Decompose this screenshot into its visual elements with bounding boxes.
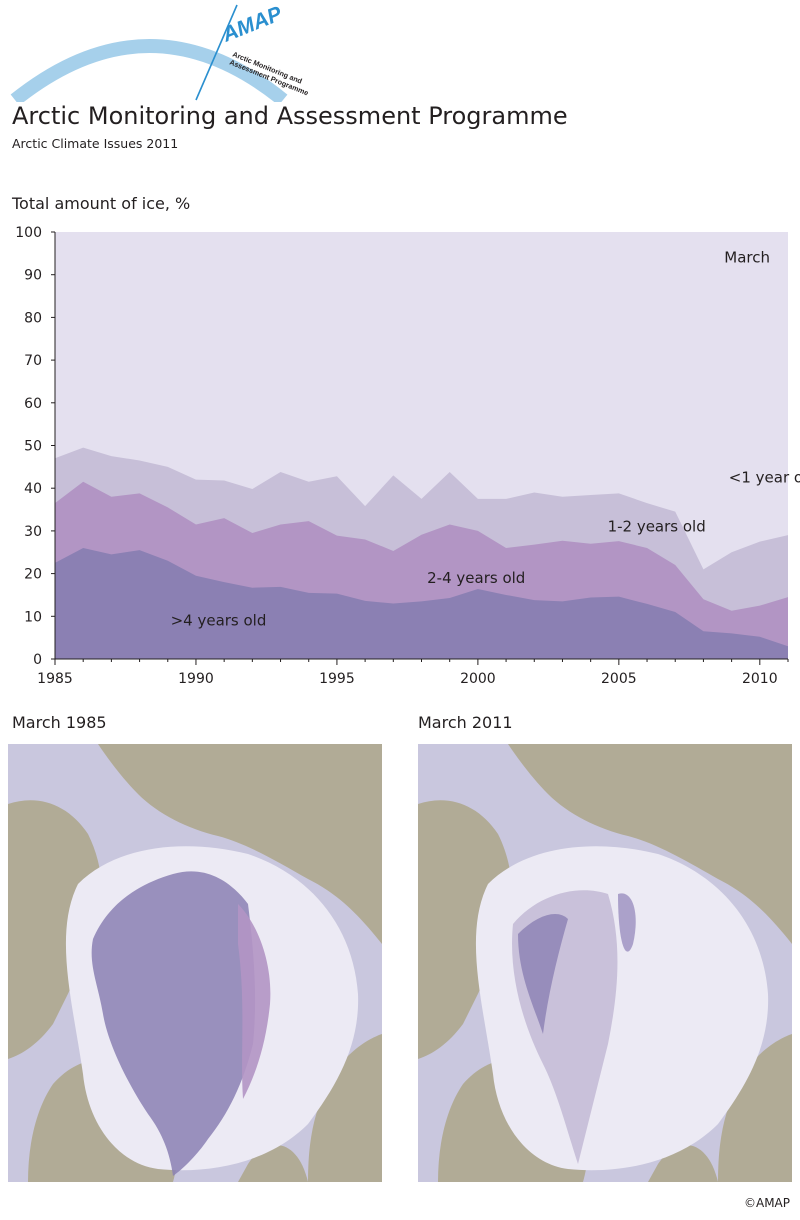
- y-tick-label: 10: [24, 609, 42, 625]
- ice-age-area-chart: 0 10 20 30 40 50 60 70 80 90 100 1985 1990 1995 2000 20…: [15, 225, 800, 687]
- y-tick-label: 50: [24, 439, 42, 455]
- x-tick-label: 1995: [319, 671, 355, 687]
- y-tick-label: 90: [24, 268, 42, 284]
- land-scandinavia: [308, 1034, 382, 1182]
- land-scandinavia: [718, 1034, 792, 1182]
- series-label: >4 years old: [171, 612, 267, 630]
- y-tick-label: 80: [24, 310, 42, 326]
- x-tick-label: 2010: [742, 671, 778, 687]
- map-march-2011: [418, 744, 792, 1182]
- y-tick-label: 60: [24, 396, 42, 412]
- x-tick-label: 2005: [601, 671, 637, 687]
- map-march-1985: [8, 744, 382, 1182]
- series-label: 2-4 years old: [427, 569, 525, 587]
- chart-title: Total amount of ice, %: [12, 194, 191, 213]
- x-tick-label: 1985: [37, 671, 73, 687]
- y-tick-label: 100: [15, 225, 42, 241]
- amap-logo: AMAP Arctic Monitoring and Assessment Pr…: [10, 2, 310, 102]
- org-subtitle: Arctic Climate Issues 2011: [12, 136, 179, 151]
- land-eurasia: [508, 744, 792, 944]
- multiyear-ice-1985: [91, 871, 256, 1176]
- multiyear-ice-2011: [518, 914, 568, 1034]
- chart-annotation-march: March: [724, 249, 770, 267]
- y-tick-label: 70: [24, 353, 42, 369]
- land-north-america: [8, 800, 103, 1059]
- x-tick-label: 1990: [178, 671, 214, 687]
- land-scandinavia-2: [648, 1144, 718, 1182]
- y-tick-label: 20: [24, 567, 42, 583]
- logo-text: AMAP: [218, 2, 286, 47]
- series-label: <1 year old: [729, 469, 800, 487]
- second-year-ice-1985: [238, 904, 271, 1099]
- y-tick-label: 40: [24, 481, 42, 497]
- series-label: 1-2 years old: [608, 518, 706, 536]
- logo-arc: [10, 39, 288, 102]
- logo-slash: [195, 4, 238, 101]
- land-scandinavia-2: [238, 1144, 308, 1182]
- area-4-years-old: [55, 547, 788, 659]
- y-tick-label: 30: [24, 524, 42, 540]
- map-title-2011: March 2011: [418, 713, 513, 732]
- multiyear-ice-streak-2011: [618, 893, 636, 952]
- land-eurasia: [98, 744, 382, 944]
- y-tick-label: 0: [33, 652, 42, 668]
- org-title: Arctic Monitoring and Assessment Program…: [12, 102, 568, 130]
- copyright: ©AMAP: [743, 1196, 790, 1210]
- map-title-1985: March 1985: [12, 713, 107, 732]
- x-tick-label: 2000: [460, 671, 496, 687]
- land-north-america: [418, 800, 513, 1059]
